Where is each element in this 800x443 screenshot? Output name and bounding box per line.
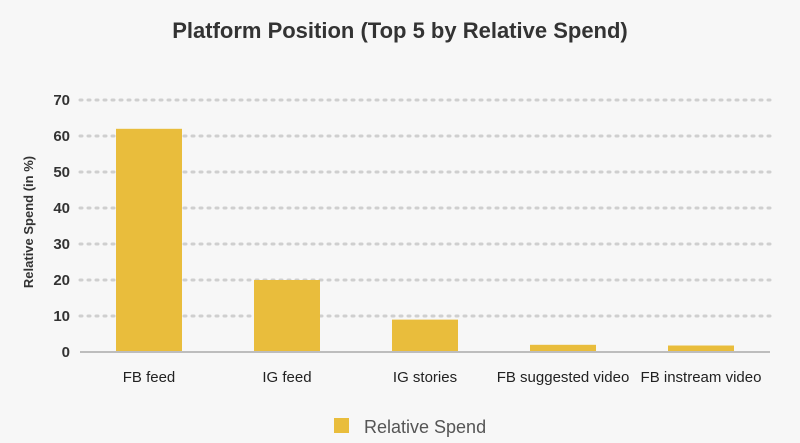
y-axis-label: Relative Spend (in %) xyxy=(21,156,36,288)
y-tick-label: 70 xyxy=(53,92,70,109)
bar-ig-feed[interactable] xyxy=(254,280,320,352)
y-tick-label: 20 xyxy=(53,272,70,289)
legend[interactable]: Relative Spend xyxy=(334,417,486,437)
bar-fb-suggested-video[interactable] xyxy=(530,344,596,352)
x-tick-label: FB instream video xyxy=(641,369,762,386)
gridlines xyxy=(78,98,772,318)
y-tick-label: 0 xyxy=(62,344,70,361)
legend-swatch xyxy=(334,418,349,433)
y-tick-label: 40 xyxy=(53,200,70,217)
x-tick-label: IG feed xyxy=(262,369,311,386)
chart-title: Platform Position (Top 5 by Relative Spe… xyxy=(172,18,628,43)
legend-label: Relative Spend xyxy=(364,417,486,437)
y-tick-label: 30 xyxy=(53,236,70,253)
y-tick-label: 60 xyxy=(53,128,70,145)
y-tick-label: 50 xyxy=(53,164,70,181)
y-tick-label: 10 xyxy=(53,308,70,325)
x-axis-ticks: FB feed IG feed IG stories FB suggested vid… xyxy=(123,369,762,386)
y-axis-ticks: 0 10 20 30 40 50 60 70 xyxy=(53,92,70,361)
bars xyxy=(116,128,734,352)
bar-fb-instream-video[interactable] xyxy=(668,345,734,352)
bar-fb-feed[interactable] xyxy=(116,128,182,352)
x-tick-label: IG stories xyxy=(393,369,457,386)
x-tick-label: FB feed xyxy=(123,369,176,386)
bar-ig-stories[interactable] xyxy=(392,319,458,352)
x-tick-label: FB suggested video xyxy=(497,369,630,386)
